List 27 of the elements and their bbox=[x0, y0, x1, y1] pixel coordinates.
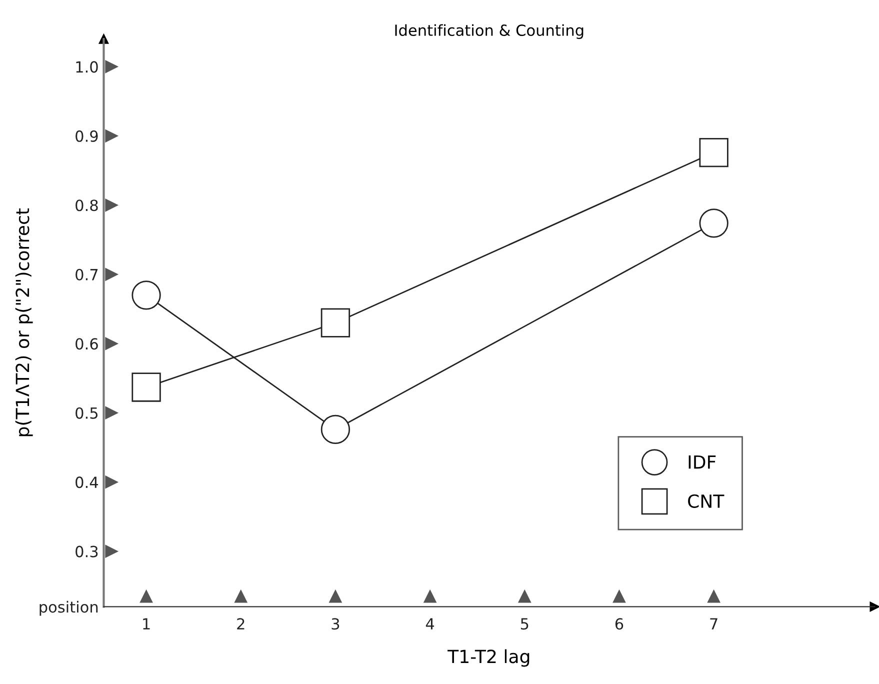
y-tick-label: 0.4 bbox=[76, 476, 98, 488]
y-tick-label: 0.8 bbox=[76, 200, 98, 212]
legend-label: CNT bbox=[688, 494, 724, 508]
point bbox=[699, 138, 728, 168]
x-tick-label: 6 bbox=[615, 618, 624, 630]
x-tick-label: 5 bbox=[520, 618, 528, 630]
y-tick-label: 0.5 bbox=[76, 407, 98, 419]
x-axis-title: T1-T2 lag bbox=[448, 649, 530, 667]
point bbox=[132, 280, 161, 310]
chart-title: Identification & Counting bbox=[395, 24, 584, 39]
y-tick-label: 1.0 bbox=[76, 61, 98, 73]
x-tick-label: 3 bbox=[332, 618, 340, 630]
y-tick-label: 0.9 bbox=[76, 130, 98, 142]
x-tick-label: 2 bbox=[237, 618, 244, 630]
y-axis-title: p(T1ΛT2) or p("2")correct bbox=[15, 208, 33, 436]
x-tick-label: 1 bbox=[143, 618, 150, 630]
point bbox=[320, 308, 350, 338]
x-tick-label: 4 bbox=[426, 618, 434, 630]
y-tick-label: 0.3 bbox=[76, 546, 98, 558]
x-tick-label: 7 bbox=[710, 618, 718, 630]
y-tick-label: 0.6 bbox=[76, 338, 98, 350]
legend-label: IDF bbox=[688, 455, 716, 469]
point bbox=[320, 414, 350, 444]
point bbox=[132, 372, 161, 402]
y-tick-label: 0.7 bbox=[76, 268, 98, 280]
point bbox=[699, 208, 728, 238]
y-tick-label: position bbox=[40, 600, 98, 616]
